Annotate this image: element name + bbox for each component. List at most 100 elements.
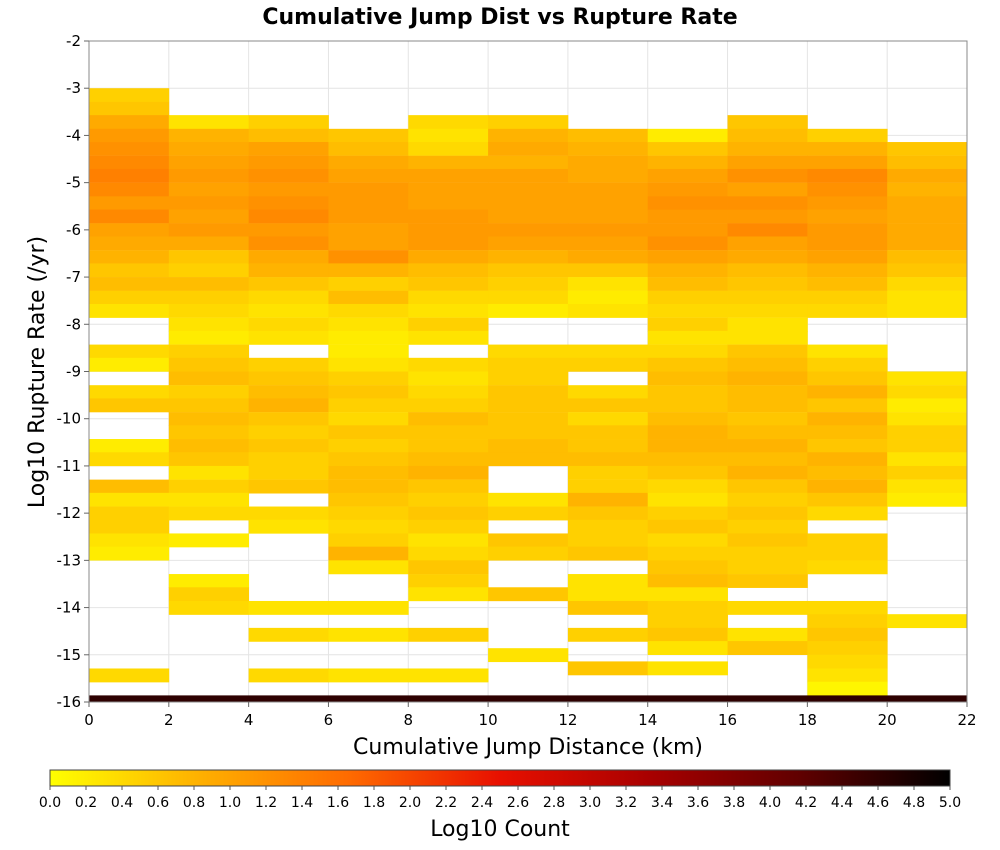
heatmap-cell — [168, 168, 250, 183]
heatmap-cell — [887, 182, 968, 197]
heatmap-cell — [168, 425, 250, 440]
heatmap-cell — [488, 425, 569, 440]
heatmap-cell — [248, 330, 329, 345]
heatmap-cell — [647, 398, 728, 413]
heatmap-cell — [647, 479, 728, 494]
heatmap-cell — [488, 277, 569, 291]
y-tick-label: -14 — [57, 599, 82, 617]
heatmap-cell — [168, 182, 250, 197]
heatmap-cell — [89, 277, 170, 291]
heatmap-cell — [408, 452, 489, 467]
heatmap-cell — [647, 587, 728, 602]
heatmap-cell — [408, 425, 489, 440]
heatmap-cell — [807, 385, 888, 400]
heatmap-cell — [328, 168, 409, 183]
heatmap-cell — [488, 452, 569, 467]
heatmap-cell — [807, 439, 888, 453]
heatmap-cell — [168, 452, 250, 467]
heatmap-cell — [567, 128, 649, 143]
heatmap-cell — [567, 506, 649, 521]
heatmap-cell — [168, 600, 250, 615]
heatmap-cell — [488, 398, 569, 413]
heatmap-cell — [248, 303, 329, 318]
heatmap-cell — [89, 519, 170, 534]
heatmap-cell — [727, 452, 808, 467]
heatmap-cell — [89, 115, 170, 130]
heatmap-cell — [567, 357, 649, 372]
heatmap-cell — [248, 317, 329, 332]
heatmap-cell — [807, 479, 888, 494]
heatmap-cell — [328, 627, 409, 642]
heatmap-cell — [567, 492, 649, 507]
heatmap-cell — [807, 412, 888, 426]
heatmap-cell — [727, 357, 808, 372]
heatmap-cell — [727, 263, 808, 278]
heatmap-cell — [168, 412, 250, 426]
heatmap-cell — [408, 142, 489, 156]
heatmap-cell — [887, 398, 968, 413]
heatmap-cell — [807, 614, 888, 629]
heatmap-cell — [168, 128, 250, 143]
heatmap-cell — [168, 506, 250, 521]
heatmap-cell — [807, 142, 888, 156]
heatmap-cell — [567, 439, 649, 453]
heatmap-cell — [408, 546, 489, 561]
heatmap-cell — [408, 250, 489, 265]
heatmap-cell — [168, 344, 250, 359]
heatmap-cell — [727, 209, 808, 224]
heatmap-cell — [248, 600, 329, 615]
heatmap-cell — [488, 492, 569, 507]
heatmap-cell — [248, 439, 329, 453]
heatmap-cell — [807, 654, 888, 669]
heatmap-cell — [488, 115, 569, 130]
heatmap-cell — [328, 452, 409, 467]
heatmap-cell — [408, 465, 489, 480]
heatmap-cell — [567, 574, 649, 588]
heatmap-cell — [89, 88, 170, 103]
heatmap-cell — [168, 479, 250, 494]
heatmap-cell — [168, 385, 250, 400]
heatmap-cell — [408, 492, 489, 507]
heatmap-cell — [488, 263, 569, 278]
heatmap-cell — [727, 371, 808, 386]
x-axis-label: Cumulative Jump Distance (km) — [353, 735, 703, 760]
y-tick-label: -16 — [57, 693, 82, 711]
heatmap-cell — [727, 182, 808, 197]
heatmap-cell — [567, 452, 649, 467]
heatmap-cell — [408, 357, 489, 372]
colorbar-tick-label: 2.2 — [435, 795, 457, 811]
heatmap-cell — [727, 600, 808, 615]
heatmap-cell — [887, 371, 968, 386]
heatmap-cell — [727, 290, 808, 305]
heatmap-cell — [727, 155, 808, 170]
heatmap-cell — [807, 250, 888, 265]
heatmap-cell — [647, 452, 728, 467]
heatmap-cell — [807, 344, 888, 359]
heatmap-cell — [168, 439, 250, 453]
heatmap-cell — [168, 236, 250, 251]
heatmap-cell — [248, 209, 329, 224]
heatmap-cell — [89, 236, 170, 251]
heatmap-cell — [248, 155, 329, 170]
heatmap-cell — [248, 250, 329, 265]
heatmap-cell — [727, 546, 808, 561]
heatmap-cell — [89, 357, 170, 372]
heatmap-cell — [807, 263, 888, 278]
heatmap-cell — [248, 357, 329, 372]
x-tick-label: 22 — [957, 711, 976, 729]
heatmap-cell — [168, 277, 250, 291]
heatmap-cell — [887, 452, 968, 467]
y-tick-label: -7 — [66, 268, 81, 286]
heatmap-cell — [647, 560, 728, 575]
heatmap-cell — [647, 492, 728, 507]
heatmap-cell — [727, 425, 808, 440]
y-tick-label: -5 — [66, 174, 81, 192]
heatmap-cell — [567, 425, 649, 440]
heatmap-cell — [168, 142, 250, 156]
heatmap-cell — [887, 465, 968, 480]
heatmap-cell — [248, 115, 329, 130]
x-axis-ticks: 0 2 4 6 8 10 12 14 16 18 20 22 — [84, 702, 977, 729]
heatmap-cell — [567, 182, 649, 197]
colorbar-tick-label: 1.0 — [219, 795, 241, 811]
